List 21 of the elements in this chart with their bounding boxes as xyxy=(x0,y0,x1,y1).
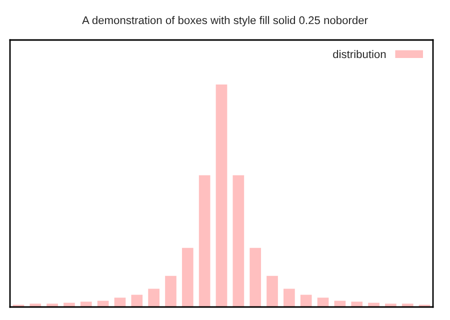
bar xyxy=(46,304,58,307)
bar xyxy=(351,302,363,307)
bar xyxy=(266,276,278,307)
bar xyxy=(300,294,312,307)
bar xyxy=(148,288,160,307)
bar xyxy=(402,304,414,307)
bar xyxy=(165,276,176,307)
bar xyxy=(131,294,143,307)
bar xyxy=(385,304,396,307)
bar xyxy=(80,302,92,307)
bar xyxy=(284,288,295,307)
legend-label: distribution xyxy=(333,50,386,58)
bar xyxy=(317,298,329,307)
bar xyxy=(216,84,228,307)
bar xyxy=(30,304,42,307)
bar xyxy=(232,175,244,307)
bar xyxy=(182,248,194,307)
bar xyxy=(114,298,126,307)
bar xyxy=(198,175,210,307)
bar xyxy=(250,248,262,307)
chart-title: A demonstration of boxes with style fill solid 0.25 noborder xyxy=(82,16,368,26)
